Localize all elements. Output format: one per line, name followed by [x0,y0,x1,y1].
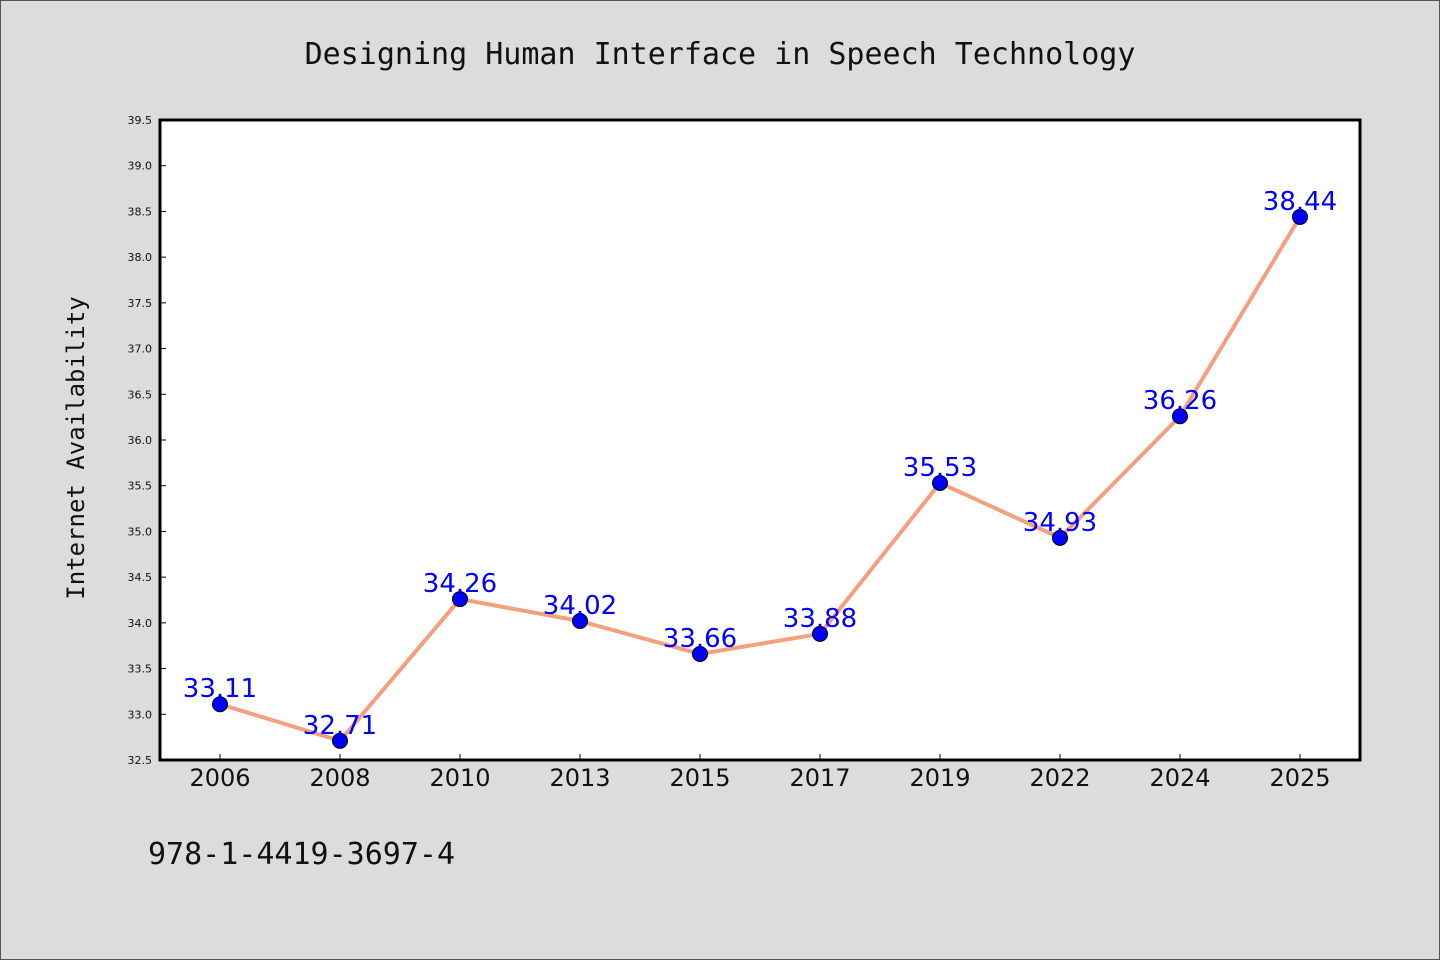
y-tick-label: 32.5 [128,754,153,767]
y-tick-label: 34.5 [128,571,153,584]
data-point [332,732,348,749]
data-label: 36.26 [1143,386,1217,416]
data-label: 33.66 [663,624,737,654]
y-tick-label: 37.0 [128,343,153,356]
x-axis-ticks: 2006 2008 2010 2013 2015 2017 2019 2022 2024 2025 [189,754,1331,792]
y-tick-label: 39.0 [128,160,153,173]
x-tick-label: 2010 [429,764,490,792]
chart-title: Designing Human Interface in Speech Tech… [305,37,1136,72]
data-point [692,645,708,662]
y-tick-label: 37.5 [128,297,153,310]
y-axis-ticks: 32.5 33.0 33.5 34.0 34.5 35.0 35.5 36.0 36.5 37.0… [128,114,166,767]
y-tick-label: 34.0 [128,617,153,630]
series-markers [212,208,1308,749]
data-label: 38.44 [1263,187,1337,217]
y-axis-label: Internet Availability [62,296,90,599]
data-point [212,696,228,713]
data-label: 34.93 [1023,508,1097,538]
y-tick-label: 33.5 [128,663,153,676]
y-tick-label: 35.0 [128,525,153,538]
x-tick-label: 2015 [669,764,730,792]
y-tick-label: 36.5 [128,388,153,401]
plot-area [158,118,1362,762]
data-point [572,613,588,630]
x-tick-label: 2025 [1269,764,1330,792]
data-point [932,474,948,491]
data-label: 34.02 [543,591,617,621]
y-tick-label: 35.5 [128,480,153,493]
data-point [812,625,828,642]
isbn-text: 978-1-4419-3697-4 [148,837,455,872]
data-point [1292,208,1308,225]
data-point [452,591,468,608]
data-label: 33.11 [183,674,257,704]
data-label: 34.26 [423,569,497,599]
x-tick-label: 2024 [1149,764,1210,792]
data-point [1172,408,1188,425]
data-label: 33.88 [783,604,857,634]
x-tick-label: 2013 [549,764,610,792]
x-tick-label: 2008 [309,764,370,792]
series-line [219,215,1302,743]
x-tick-label: 2017 [789,764,850,792]
y-tick-label: 39.5 [128,114,153,127]
x-tick-label: 2006 [189,764,250,792]
data-label: 35.53 [903,453,977,483]
y-tick-label: 36.0 [128,434,153,447]
data-point [1052,529,1068,546]
y-tick-label: 33.0 [128,708,153,721]
x-tick-label: 2022 [1029,764,1090,792]
y-tick-label: 38.5 [128,205,153,218]
x-tick-label: 2019 [909,764,970,792]
y-tick-label: 38.0 [128,251,153,264]
data-labels: 33.11 32.71 34.26 34.02 33.66 33.88 35.53 34.93… [183,187,1337,741]
data-label: 32.71 [303,711,377,741]
